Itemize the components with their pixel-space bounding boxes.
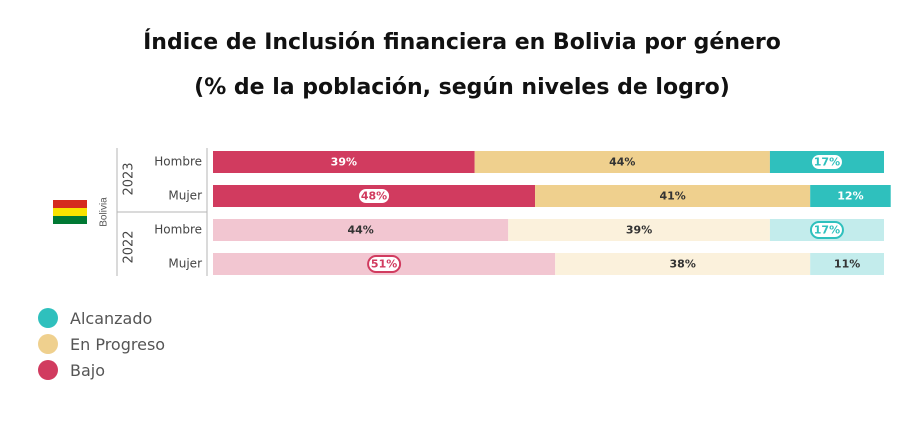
- bar-segment: [213, 219, 509, 241]
- bolivia-flag-icon: [53, 200, 87, 224]
- legend-item: Bajo: [38, 357, 165, 383]
- country-label: Bolivia: [99, 197, 110, 227]
- data-label: 41%: [659, 190, 685, 203]
- legend-label-bajo: Bajo: [70, 360, 106, 380]
- data-label: 17%: [814, 156, 840, 169]
- data-label: 48%: [361, 190, 387, 203]
- legend-item: En Progreso: [38, 331, 165, 357]
- category-label: Mujer: [168, 189, 202, 203]
- category-label: Hombre: [154, 223, 202, 237]
- flag-stripe-yellow: [53, 208, 87, 216]
- data-label-badge: [809, 153, 844, 171]
- bars-layer: Hombre 39% 44% 17% Mujer 48% 41% 12% 2023 Hombre 4…: [122, 151, 891, 275]
- data-label: 44%: [609, 156, 635, 169]
- data-label-badge: [357, 187, 392, 205]
- data-label: 44%: [347, 224, 373, 237]
- data-label: 39%: [626, 224, 652, 237]
- data-label: 51%: [371, 258, 397, 271]
- legend: Alcanzado En Progreso Bajo: [38, 305, 165, 383]
- data-label-badge: [809, 221, 844, 239]
- data-label-badge: [367, 255, 402, 273]
- bar-segment: [810, 185, 891, 207]
- flag-stripe-green: [53, 216, 87, 224]
- year-label: 2023: [122, 162, 137, 195]
- legend-swatch-bajo: [38, 360, 58, 380]
- data-label: 11%: [834, 258, 860, 271]
- legend-swatch-alcanzado: [38, 308, 58, 328]
- data-label: 38%: [670, 258, 696, 271]
- legend-label-alcanzado: Alcanzado: [70, 308, 153, 328]
- year-label: 2022: [122, 230, 137, 263]
- category-label: Hombre: [154, 155, 202, 169]
- legend-label-en-progreso: En Progreso: [70, 334, 166, 354]
- bar-segment: [508, 219, 770, 241]
- data-label: 17%: [814, 224, 840, 237]
- legend-swatch-en-progreso: [38, 334, 58, 354]
- flag-stripe-red: [53, 200, 87, 208]
- chart-title: Índice de Inclusión financiera en Bolivi…: [143, 30, 781, 55]
- bar-segment: [535, 185, 811, 207]
- bar-segment: [474, 151, 770, 173]
- bar-segment: [555, 253, 811, 275]
- bar-segment: [213, 151, 475, 173]
- data-label: 12%: [837, 190, 863, 203]
- legend-item: Alcanzado: [38, 305, 165, 331]
- bar-segment: [810, 253, 884, 275]
- category-label: Mujer: [168, 257, 202, 271]
- data-label: 39%: [331, 156, 357, 169]
- chart-subtitle: (% de la población, según niveles de log…: [194, 75, 730, 100]
